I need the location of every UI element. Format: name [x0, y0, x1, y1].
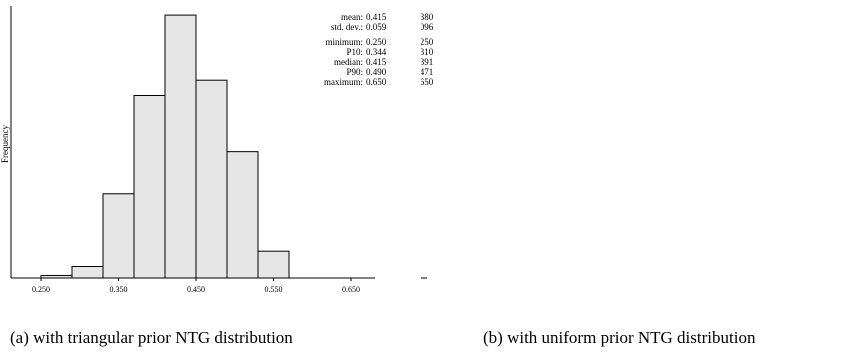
- histogram-bar: [195, 79, 228, 279]
- stat-label: P10:: [346, 47, 363, 57]
- histogram-bar: [40, 274, 73, 279]
- stat-value: 0.344: [366, 47, 387, 57]
- stat-value: 0.059: [366, 22, 387, 32]
- stat-value: 0.471: [421, 67, 433, 77]
- x-tick-label: 0.650: [342, 285, 360, 294]
- histogram-bar: [257, 250, 290, 279]
- caption-a: (a) with triangular prior NTG distributi…: [10, 328, 293, 347]
- histogram-bar: [133, 95, 166, 279]
- stat-label: maximum:: [324, 77, 363, 87]
- histogram-bar: [164, 14, 197, 279]
- histogram-panel-a: 0.2500.3500.4500.5500.650ValueFrequencym…: [0, 6, 387, 347]
- stat-value: 0.415: [366, 12, 387, 22]
- stat-value: 0.650: [421, 77, 434, 87]
- histogram-chart-a: 0.2500.3500.4500.5500.650ValueFrequencym…: [0, 6, 387, 312]
- stat-label: P90:: [346, 67, 363, 77]
- stat-label: std. dev.:: [331, 22, 363, 32]
- stat-label: median:: [334, 57, 363, 67]
- histogram-bar: [71, 266, 104, 279]
- stat-value: 0.310: [421, 47, 434, 57]
- x-tick-label: 0.550: [265, 285, 283, 294]
- stat-value: 0.250: [366, 37, 387, 47]
- x-tick-label: 0.350: [110, 285, 128, 294]
- stat-value: 0.415: [366, 57, 387, 67]
- caption-b: (b) with uniform prior NTG distribution: [483, 328, 756, 347]
- x-tick-label: 0.250: [32, 285, 50, 294]
- histogram-bar: [102, 193, 135, 279]
- stat-value: 0.391: [421, 57, 433, 67]
- x-tick-label: 0.450: [187, 285, 205, 294]
- stat-value: 0.096: [421, 22, 434, 32]
- stat-value: 0.650: [366, 77, 387, 87]
- stat-label: minimum:: [325, 37, 363, 47]
- stat-label: mean:: [341, 12, 363, 22]
- stat-value: 0.490: [366, 67, 387, 77]
- histogram-chart-b: 0.2500.3500.4500.5500.650ValueFrequencym…: [58, 6, 434, 312]
- histogram-bar: [226, 151, 259, 279]
- stat-value: 0.380: [421, 12, 434, 22]
- y-axis-label: Frequency: [0, 125, 10, 163]
- stat-value: 0.250: [421, 37, 434, 47]
- histogram-panel-b: 0.2500.3500.4500.5500.650ValueFrequencym…: [58, 0, 842, 361]
